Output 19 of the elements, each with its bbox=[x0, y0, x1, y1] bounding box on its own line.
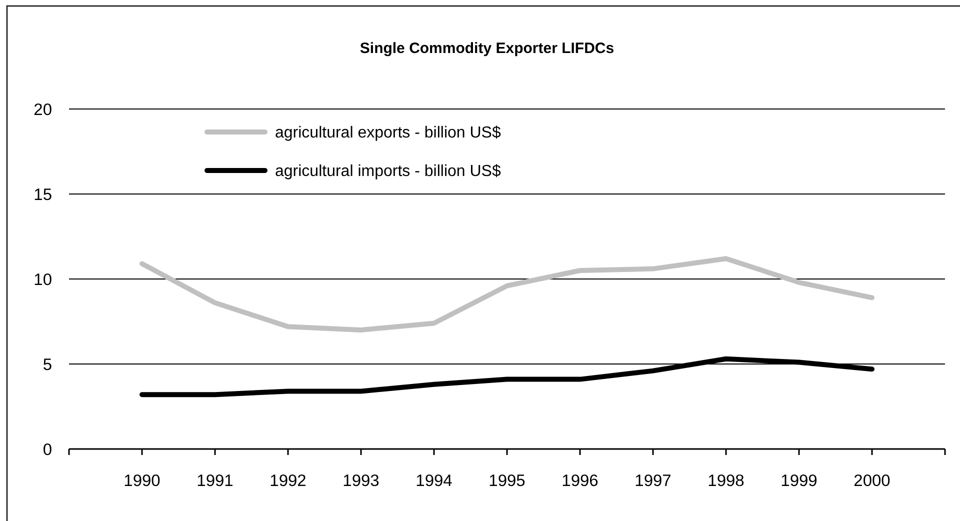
x-tick-label: 1994 bbox=[416, 472, 452, 490]
x-tick-label: 1997 bbox=[634, 472, 672, 490]
x-tick-label: 1990 bbox=[124, 472, 160, 490]
y-tick-label: 10 bbox=[34, 270, 52, 289]
x-tick-label: 1998 bbox=[708, 472, 744, 490]
x-tick-label: 1996 bbox=[562, 472, 598, 490]
y-tick-label: 20 bbox=[34, 100, 52, 119]
legend-label: agricultural imports - billion US$ bbox=[275, 163, 501, 180]
y-tick-label: 0 bbox=[42, 440, 52, 459]
x-tick-label: 1995 bbox=[488, 472, 526, 490]
x-tick-label: 1999 bbox=[780, 472, 818, 490]
chart-title: Single Commodity Exporter LIFDCs bbox=[360, 40, 614, 57]
x-tick-label: 1993 bbox=[342, 472, 380, 490]
legend-label: agricultural exports - billion US$ bbox=[275, 124, 501, 142]
y-tick-label: 15 bbox=[34, 186, 52, 204]
y-tick-label: 5 bbox=[42, 356, 52, 374]
x-tick-label: 1991 bbox=[196, 472, 234, 490]
x-tick-label: 1992 bbox=[270, 472, 306, 490]
x-tick-label: 2000 bbox=[854, 472, 890, 490]
